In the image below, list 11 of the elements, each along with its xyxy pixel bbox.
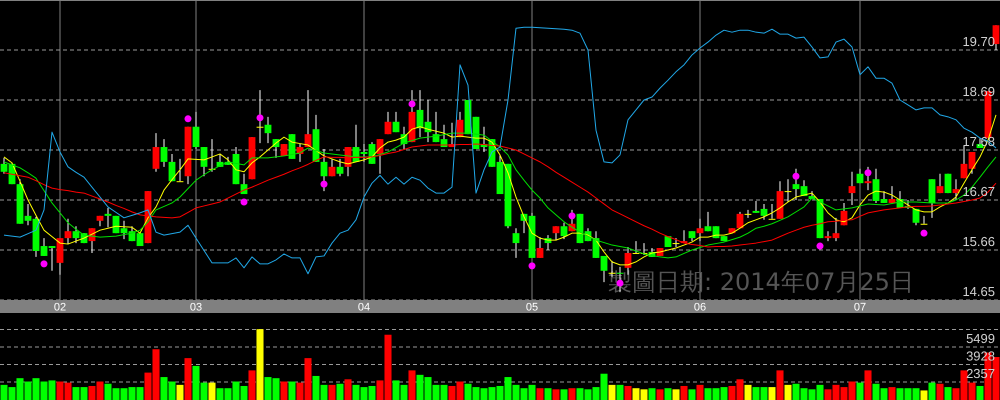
- x-tick-label: 05: [526, 302, 538, 314]
- y-tick-label: 19.70: [962, 34, 995, 49]
- y-tick-label: 14.65: [962, 284, 995, 299]
- y-tick-label: 5499: [966, 331, 995, 346]
- x-tick-label: 07: [854, 302, 866, 314]
- x-tick-label: 03: [190, 302, 202, 314]
- x-tick-label: 04: [358, 302, 370, 314]
- y-tick-label: 18.69: [962, 84, 995, 99]
- x-tick-label: 02: [54, 302, 66, 314]
- x-tick-label: 06: [694, 302, 706, 314]
- y-tick-label: 15.66: [962, 234, 995, 249]
